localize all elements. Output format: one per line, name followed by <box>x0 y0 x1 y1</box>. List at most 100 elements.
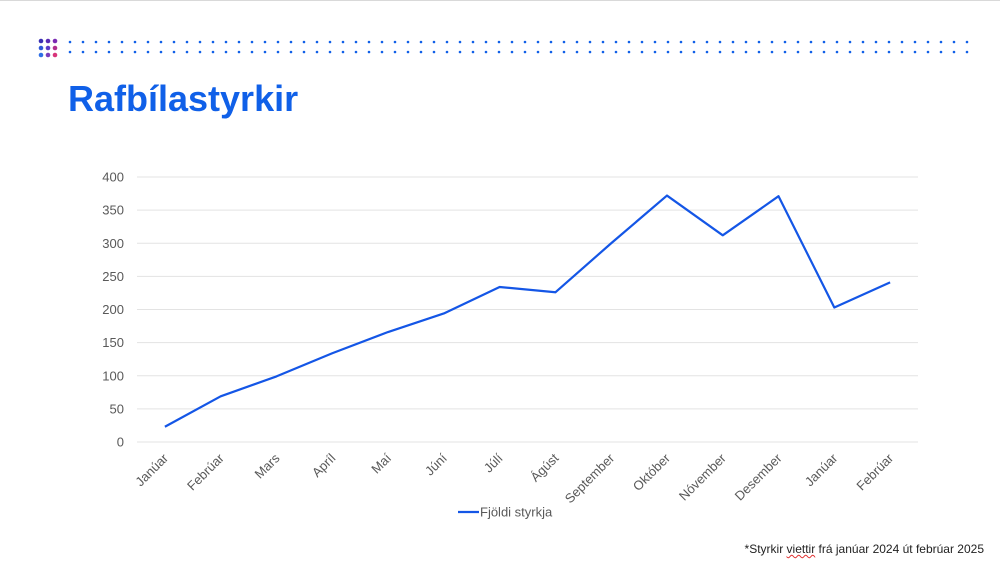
chart-gridlines <box>137 176 918 443</box>
decorative-dot <box>575 50 579 54</box>
decorative-dot <box>770 50 774 54</box>
logo-dot <box>52 45 58 51</box>
decorative-dot <box>432 40 436 44</box>
decorative-dot <box>315 50 319 54</box>
decorative-dot <box>94 40 98 44</box>
decorative-dot <box>367 40 371 44</box>
decorative-dot-row <box>68 40 969 54</box>
y-tick-label: 100 <box>102 368 124 383</box>
decorative-dot <box>601 40 605 44</box>
decorative-dot <box>237 50 241 54</box>
x-tick-label: Desember <box>732 450 785 503</box>
decorative-dot <box>562 40 566 44</box>
decorative-dot <box>874 40 878 44</box>
decorative-dot <box>692 50 696 54</box>
decorative-dot <box>211 50 215 54</box>
decorative-dot <box>185 50 189 54</box>
decorative-dot <box>627 40 631 44</box>
decorative-dot <box>887 40 891 44</box>
decorative-dot <box>705 50 709 54</box>
decorative-dot <box>354 50 358 54</box>
decorative-dot <box>198 40 202 44</box>
decorative-dot <box>263 50 267 54</box>
decorative-dot <box>159 50 163 54</box>
footnote-underlined-word: viettir <box>786 542 816 556</box>
decorative-dot <box>458 40 462 44</box>
decorative-dot <box>861 40 865 44</box>
decorative-dot <box>744 50 748 54</box>
decorative-dot <box>575 40 579 44</box>
decorative-dot <box>744 40 748 44</box>
decorative-dot <box>796 50 800 54</box>
logo-dot <box>45 38 51 44</box>
decorative-dot <box>445 40 449 44</box>
y-axis-tick-labels: 0 50 100 150 200 250 300 350 400 <box>102 170 124 450</box>
decorative-dot <box>666 50 670 54</box>
decorative-dot <box>120 50 124 54</box>
decorative-dot <box>146 50 150 54</box>
decorative-dot <box>874 50 878 54</box>
decorative-dot <box>133 40 137 44</box>
decorative-dot <box>81 50 85 54</box>
decorative-dot <box>965 50 969 54</box>
decorative-dot <box>536 40 540 44</box>
decorative-dot <box>549 40 553 44</box>
decorative-dot <box>614 40 618 44</box>
decorative-dot <box>601 50 605 54</box>
logo-dot <box>45 52 51 58</box>
x-tick-label: Apríl <box>309 450 339 480</box>
decorative-dot <box>198 50 202 54</box>
decorative-dot <box>367 50 371 54</box>
decorative-dot <box>588 50 592 54</box>
decorative-dot <box>718 40 722 44</box>
decorative-dot <box>510 40 514 44</box>
decorative-dot <box>81 40 85 44</box>
decorative-dot <box>536 50 540 54</box>
y-tick-label: 150 <box>102 335 124 350</box>
decorative-dot <box>848 50 852 54</box>
decorative-dot <box>471 50 475 54</box>
decorative-dot <box>861 50 865 54</box>
decorative-dot <box>705 40 709 44</box>
decorative-dot <box>627 50 631 54</box>
decorative-dot <box>419 40 423 44</box>
decorative-dot <box>393 40 397 44</box>
decorative-dot <box>653 50 657 54</box>
decorative-dot <box>146 40 150 44</box>
footnote: *Styrkir viettir frá janúar 2024 út febr… <box>745 542 984 556</box>
decorative-dot <box>471 40 475 44</box>
decorative-dot <box>237 40 241 44</box>
logo-dot <box>38 52 44 58</box>
y-tick-label: 300 <box>102 236 124 251</box>
y-tick-label: 250 <box>102 269 124 284</box>
footnote-prefix: *Styrkir <box>744 542 787 556</box>
decorative-dot <box>445 50 449 54</box>
decorative-dot <box>952 40 956 44</box>
decorative-dot <box>133 50 137 54</box>
decorative-dot <box>731 50 735 54</box>
decorative-dot <box>913 50 917 54</box>
decorative-dot <box>809 40 813 44</box>
decorative-dot <box>341 40 345 44</box>
decorative-dot <box>328 40 332 44</box>
chart-legend: Fjöldi styrkja <box>458 505 553 520</box>
decorative-dot <box>731 40 735 44</box>
slide-title: Rafbílastyrkir <box>68 78 299 119</box>
decorative-dot <box>406 50 410 54</box>
decorative-dot <box>393 50 397 54</box>
decorative-dot <box>757 40 761 44</box>
x-tick-label: Mars <box>252 450 283 481</box>
decorative-dot <box>432 50 436 54</box>
decorative-dot <box>159 40 163 44</box>
decorative-dot <box>380 40 384 44</box>
decorative-dot <box>653 40 657 44</box>
decorative-dot <box>211 40 215 44</box>
y-tick-label: 50 <box>110 401 124 416</box>
x-axis-tick-labels: Janúar Febrúar Mars Apríl Maí Júní Júlí Ágúst Se… <box>132 450 896 506</box>
decorative-dot <box>458 50 462 54</box>
decorative-dot <box>250 50 254 54</box>
decorative-dot <box>523 50 527 54</box>
chart-series <box>164 194 891 428</box>
decorative-dot <box>276 40 280 44</box>
decorative-dot <box>289 40 293 44</box>
